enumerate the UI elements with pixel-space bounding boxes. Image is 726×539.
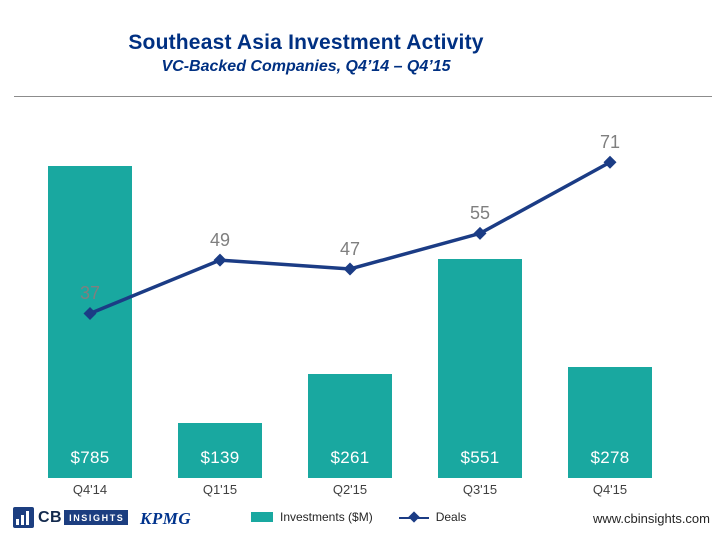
legend-item-investments: Investments ($M) xyxy=(250,510,373,524)
investment-bar: $551 xyxy=(438,259,522,478)
legend-label-investments: Investments ($M) xyxy=(279,510,373,524)
investment-bar: $261 xyxy=(308,374,392,478)
bar-value-label: $139 xyxy=(200,448,240,467)
bar-value-label: $261 xyxy=(330,448,370,467)
deal-point-marker xyxy=(473,226,487,240)
chart-title: Southeast Asia Investment Activity xyxy=(128,31,484,54)
bar-chart-icon xyxy=(13,507,34,528)
x-axis-label: Q4'15 xyxy=(592,482,628,497)
legend: Investments ($M) Deals xyxy=(250,510,467,524)
deal-value-label: 71 xyxy=(599,132,621,153)
bar-value-label: $278 xyxy=(590,448,630,467)
chart-area: $785 $139 $261 $551 $278 37 49 47 55 71 xyxy=(25,100,675,478)
x-axis-label: Q3'15 xyxy=(462,482,498,497)
divider xyxy=(14,96,712,97)
deal-point-marker xyxy=(343,262,357,276)
cbinsights-logo-insights: INSIGHTS xyxy=(64,510,129,525)
legend-line-icon xyxy=(398,511,429,523)
chart-subtitle: VC-Backed Companies, Q4’14 – Q4’15 xyxy=(161,58,451,75)
cbinsights-logo-cb: CB xyxy=(38,508,63,526)
cbinsights-logo: CB INSIGHTS xyxy=(13,507,129,528)
x-axis: Q4'14 Q1'15 Q2'15 Q3'15 Q4'15 xyxy=(25,482,675,500)
diamond-marker-icon xyxy=(408,511,420,523)
bar-value-label: $551 xyxy=(460,448,500,467)
deal-point-marker xyxy=(603,155,617,169)
investment-bar: $139 xyxy=(178,423,262,478)
x-axis-label: Q2'15 xyxy=(332,482,368,497)
investment-bar: $785 xyxy=(48,166,132,478)
deal-point-marker xyxy=(213,253,227,267)
deal-value-label: 49 xyxy=(209,230,231,251)
investment-bar: $278 xyxy=(568,367,652,478)
deal-value-label: 37 xyxy=(79,283,101,304)
bar-value-label: $785 xyxy=(70,448,110,467)
legend-label-deals: Deals xyxy=(435,510,467,524)
deal-value-label: 47 xyxy=(339,238,361,259)
kpmg-logo: KPMG xyxy=(140,509,192,528)
footer: CB INSIGHTS KPMG Investments ($M) Deals … xyxy=(0,504,726,534)
x-axis-label: Q1'15 xyxy=(202,482,238,497)
x-axis-label: Q4'14 xyxy=(72,482,108,497)
legend-item-deals: Deals xyxy=(398,510,467,524)
website-text: www.cbinsights.com xyxy=(592,511,710,526)
deal-value-label: 55 xyxy=(469,203,491,224)
legend-swatch-investments xyxy=(250,512,273,522)
